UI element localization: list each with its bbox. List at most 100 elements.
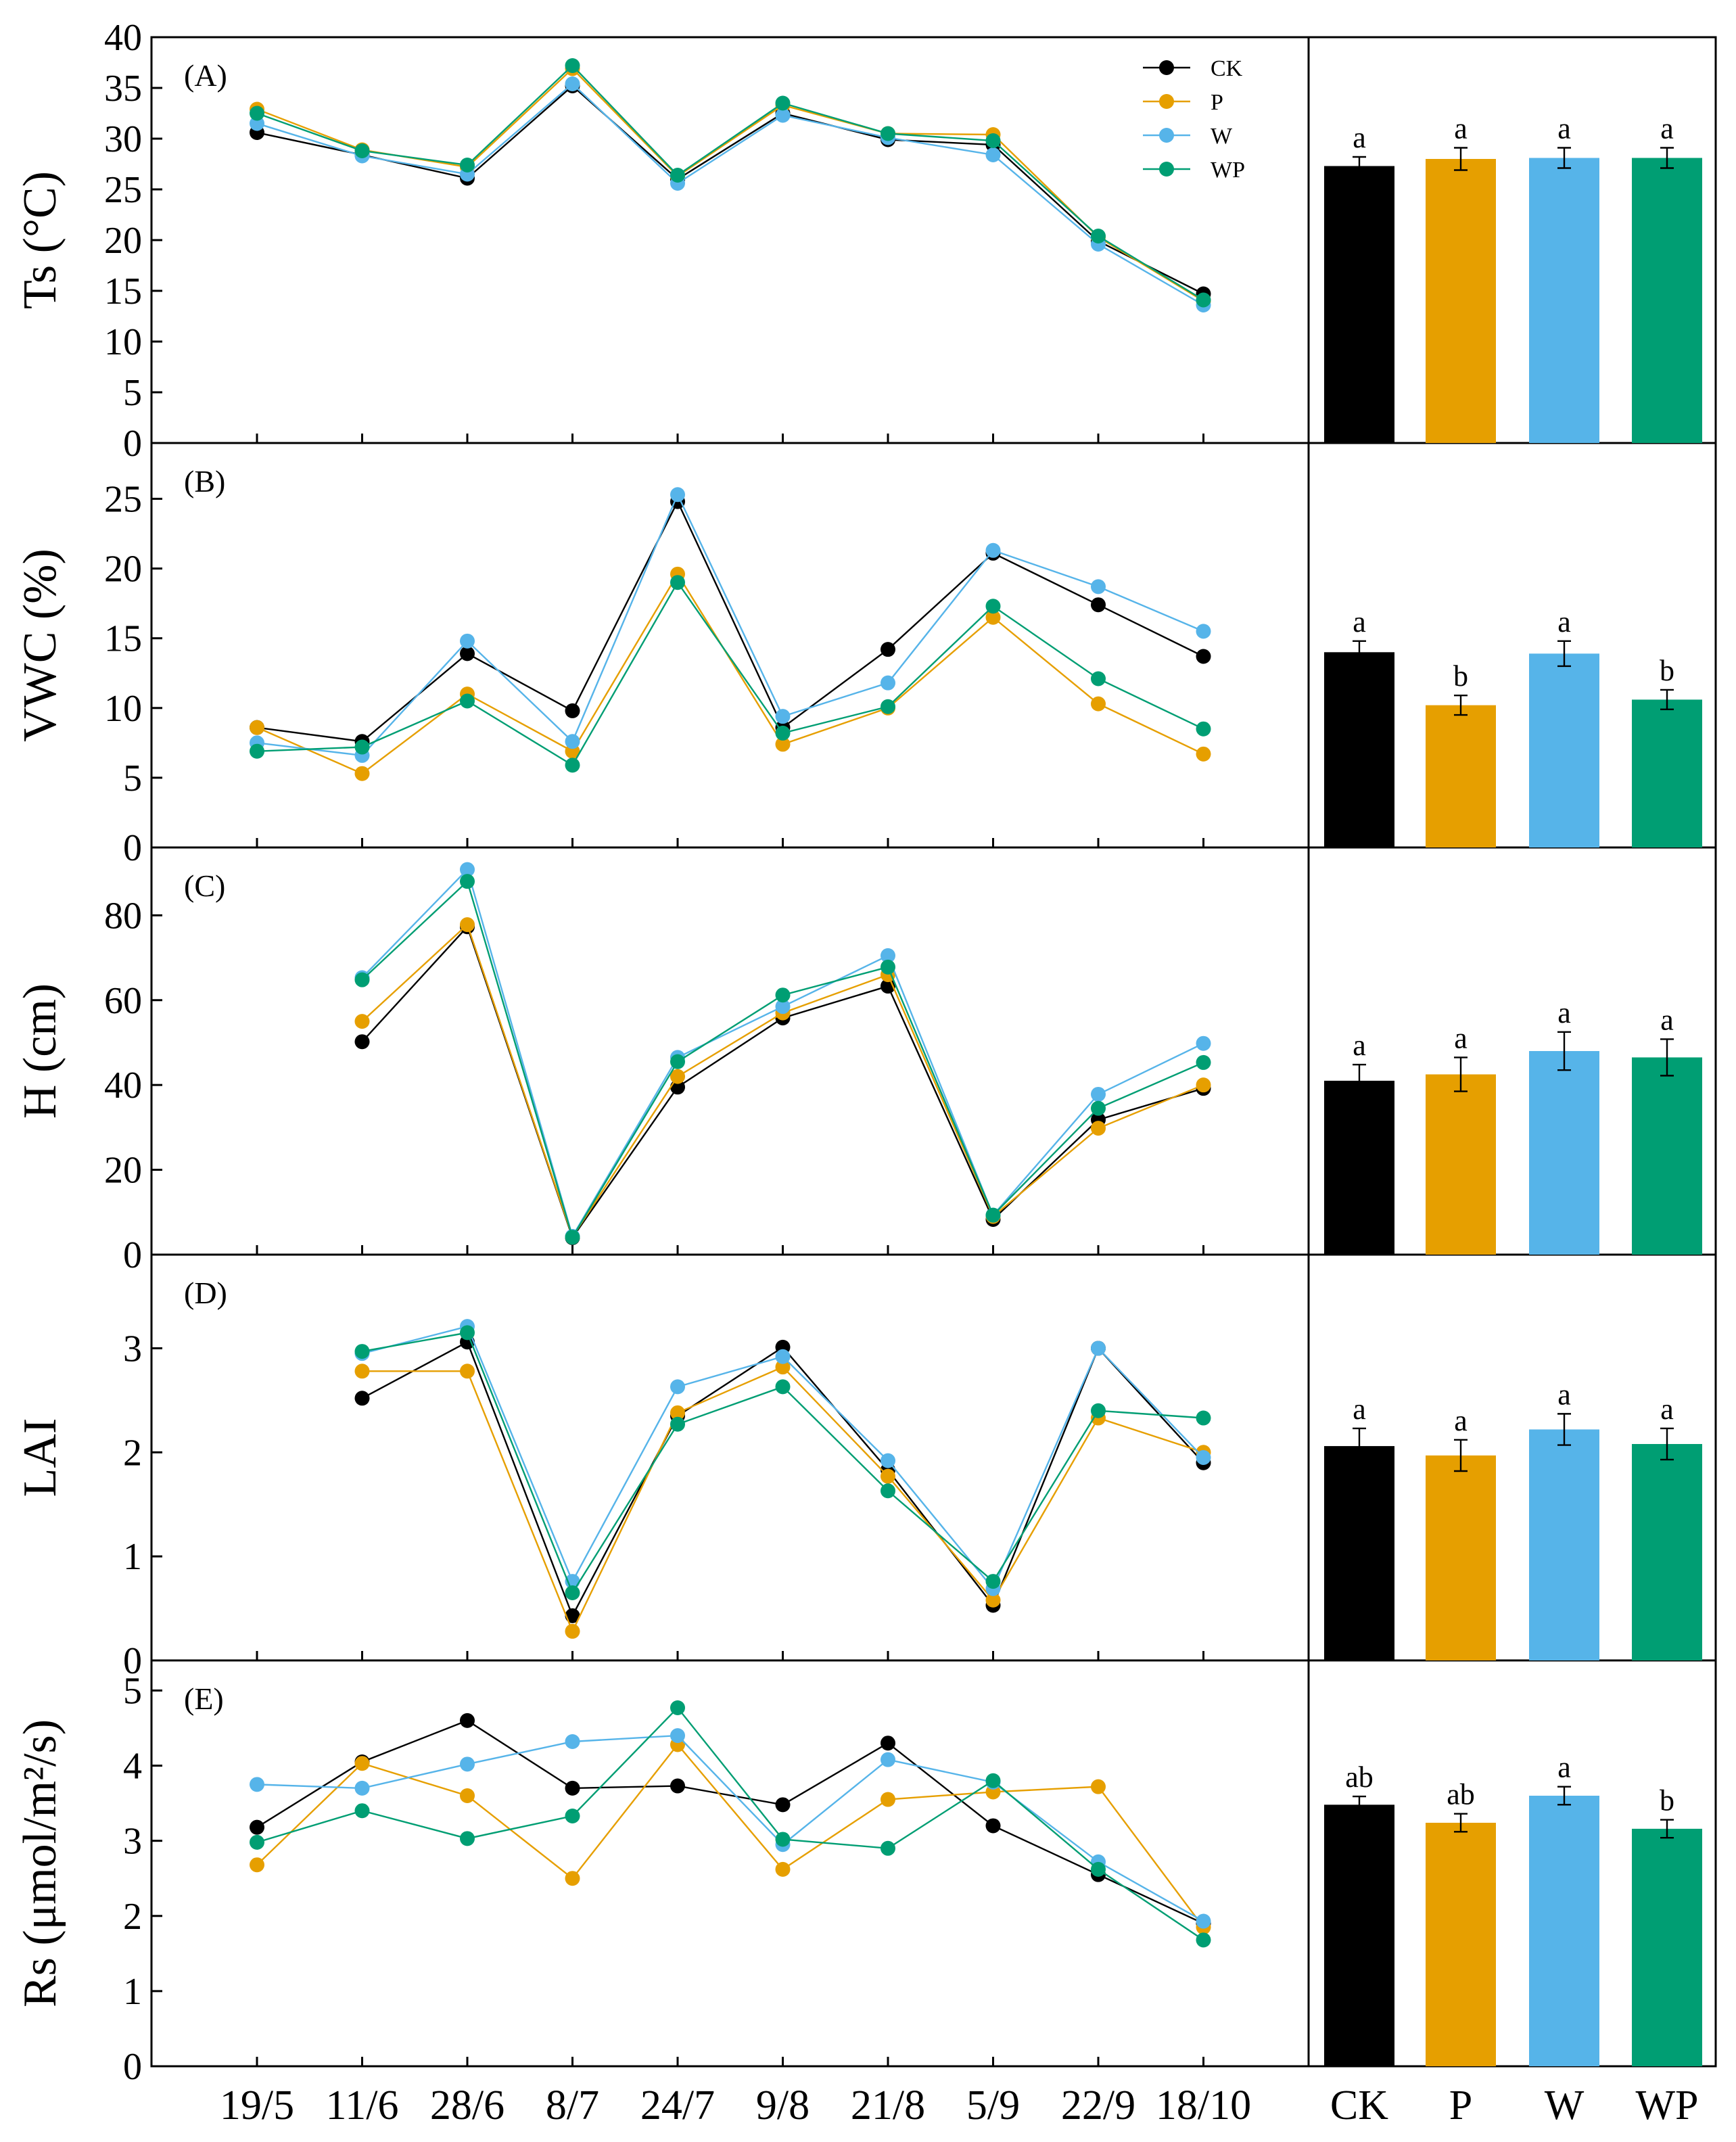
point-WP: [670, 168, 685, 183]
significance-letter: a: [1557, 112, 1571, 145]
point-W: [775, 1349, 791, 1364]
significance-letter: b: [1660, 654, 1674, 687]
bar-P: [1426, 1823, 1496, 2066]
bar-W: [1529, 1051, 1599, 1255]
point-CK: [565, 703, 580, 718]
point-P: [354, 766, 370, 781]
point-W: [775, 709, 791, 724]
point-P: [354, 1364, 370, 1379]
point-WP: [985, 133, 1001, 148]
bar-CK: [1324, 1446, 1394, 1660]
point-W: [250, 1777, 264, 1792]
y-tick-label: 60: [104, 980, 142, 1022]
point-P: [1091, 1121, 1106, 1136]
y-tick-label: 1: [123, 1536, 142, 1578]
series-line-WP: [256, 1706, 1204, 1941]
bar-category-label: WP: [1636, 2082, 1699, 2128]
point-WP: [881, 959, 895, 975]
panel-label: (A): [184, 58, 227, 93]
point-W: [565, 734, 580, 749]
point-CK: [985, 1818, 1001, 1834]
y-axis-title: LAI: [14, 1418, 66, 1497]
point-WP: [881, 1483, 895, 1499]
point-W: [1196, 1913, 1211, 1929]
point-CK: [565, 1608, 580, 1623]
point-CK: [250, 1819, 264, 1835]
point-WP: [881, 126, 895, 141]
bar-W: [1529, 1429, 1599, 1660]
point-CK: [1196, 649, 1211, 664]
point-P: [985, 609, 1001, 625]
point-CK: [881, 1736, 895, 1751]
point-WP: [775, 725, 791, 741]
point-WP: [881, 699, 895, 714]
point-W: [670, 487, 685, 503]
point-P: [460, 1788, 475, 1803]
point-WP: [354, 739, 370, 755]
legend-label-P: P: [1211, 90, 1223, 115]
point-WP: [1091, 1861, 1106, 1877]
series-line-CK: [361, 925, 1204, 1240]
bar-panel-3: a a a a: [1324, 996, 1702, 1255]
point-WP: [250, 743, 264, 759]
point-W: [565, 76, 580, 91]
legend-marker-W: [1159, 128, 1174, 143]
y-tick-label: 15: [104, 618, 142, 660]
y-tick-label: 25: [104, 478, 142, 520]
point-P: [670, 1069, 685, 1084]
panel-label: (E): [184, 1681, 224, 1716]
point-WP: [1196, 1054, 1211, 1070]
point-P: [775, 737, 791, 752]
panel-3: 0 20 40 60 80 H (cm) (C): [14, 846, 1717, 1276]
point-WP: [460, 1831, 475, 1846]
x-tick-label: 8/7: [546, 2082, 599, 2128]
point-P: [565, 1623, 580, 1639]
point-P: [881, 1792, 895, 1807]
point-WP: [775, 987, 791, 1003]
significance-letter: a: [1557, 1751, 1571, 1784]
y-tick-label: 0: [123, 1640, 142, 1682]
bar-P: [1426, 705, 1496, 847]
bar-panel-2: a b a b: [1324, 605, 1702, 847]
point-CK: [354, 1391, 370, 1406]
point-WP: [1196, 1410, 1211, 1426]
point-CK: [460, 646, 475, 661]
point-W: [1091, 1086, 1106, 1102]
x-tick-label: 21/8: [851, 2082, 925, 2128]
bar-category-label: CK: [1330, 2082, 1388, 2128]
panel-2: 0 5 10 15 20 25 VWC (%) (B): [14, 442, 1717, 869]
point-W: [881, 948, 895, 963]
point-WP: [460, 158, 475, 172]
x-tick-label: 22/9: [1061, 2082, 1135, 2128]
bar-WP: [1632, 1444, 1702, 1660]
point-WP: [354, 1803, 370, 1819]
point-P: [460, 1364, 475, 1379]
point-WP: [1196, 1932, 1211, 1948]
panel-label: (B): [184, 464, 225, 498]
y-axis-title: Ts (°C): [14, 171, 66, 309]
y-tick-label: 20: [104, 1150, 142, 1192]
y-tick-label: 20: [104, 549, 142, 590]
y-tick-label: 40: [104, 17, 142, 59]
y-tick-label: 25: [104, 169, 142, 211]
point-W: [1196, 624, 1211, 639]
significance-letter: a: [1454, 112, 1468, 145]
significance-letter: a: [1660, 112, 1674, 145]
point-W: [1196, 1035, 1211, 1051]
point-W: [985, 542, 1001, 558]
bar-panel-4: a aa a: [1324, 1378, 1702, 1660]
significance-letter: a: [1353, 1029, 1366, 1062]
y-axis-title: H (cm): [14, 983, 66, 1119]
point-CK: [670, 1778, 685, 1794]
series-line-W: [256, 83, 1204, 306]
bar-WP: [1632, 158, 1702, 443]
bar-category-label: W: [1545, 2082, 1585, 2128]
y-tick-label: 5: [123, 1670, 142, 1712]
series-line-CK: [256, 1719, 1204, 1924]
point-WP: [1091, 229, 1106, 243]
point-WP: [354, 143, 370, 158]
series-line-P: [362, 1366, 1204, 1633]
significance-letter: a: [1353, 121, 1366, 154]
y-tick-label: 35: [104, 68, 142, 110]
